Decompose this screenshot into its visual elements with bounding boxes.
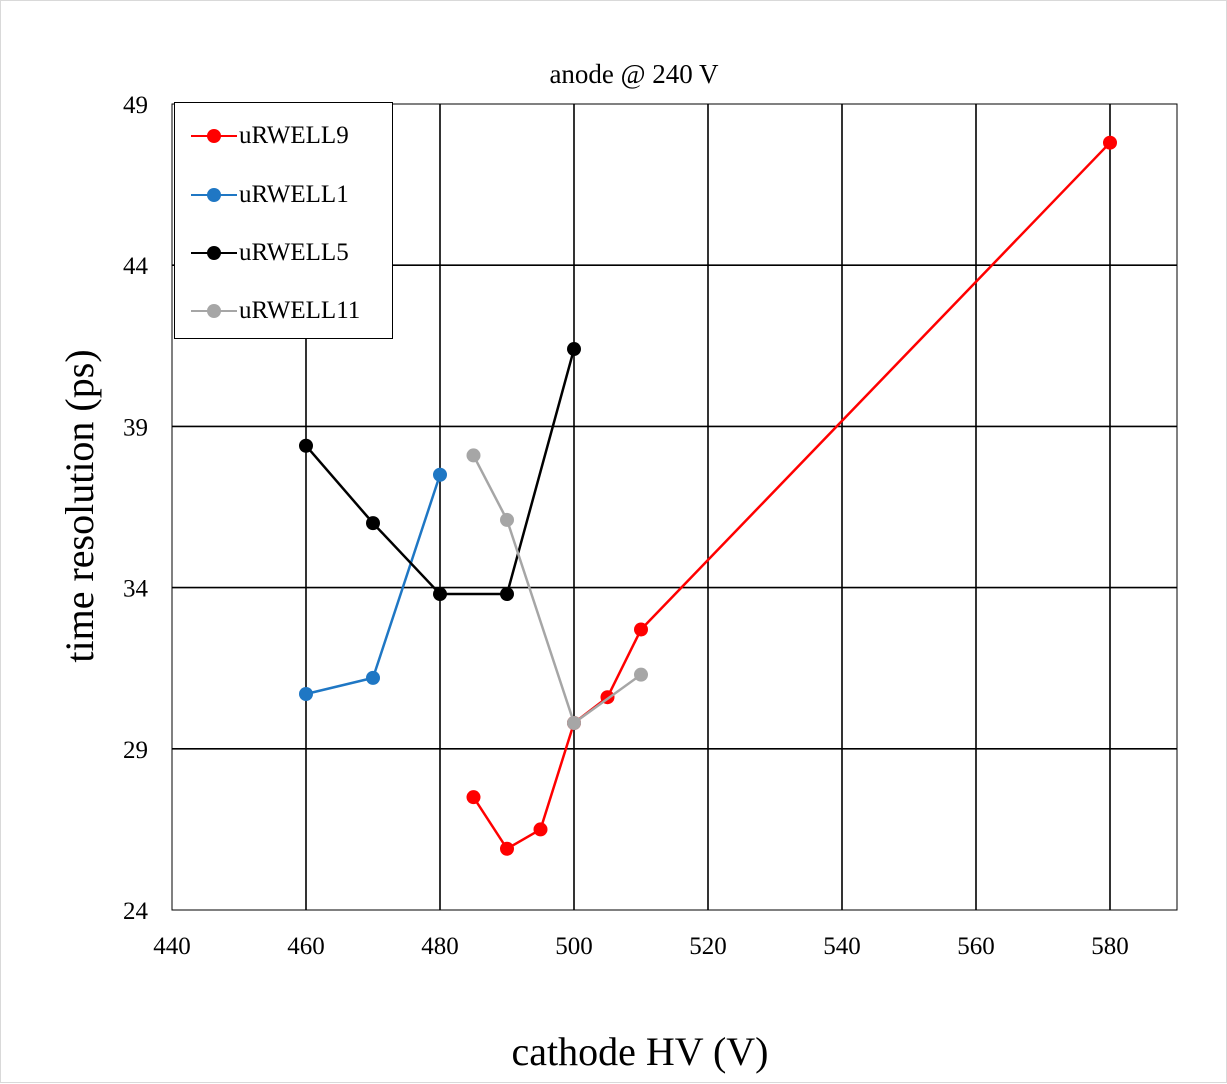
data-point-urwell5 — [500, 587, 514, 602]
series-line-urwell11 — [472, 454, 642, 725]
data-point-urwell5 — [433, 587, 447, 602]
data-point-urwell5 — [299, 438, 313, 453]
y-tick-label: 24 — [123, 898, 149, 925]
legend-swatch-uRWELL11 — [191, 296, 237, 326]
y-tick-label: 29 — [123, 737, 148, 764]
legend-item-uRWELL1: uRWELL1 — [191, 180, 349, 210]
data-point-urwell5 — [567, 342, 581, 357]
data-point-urwell11 — [634, 667, 648, 682]
legend-item-uRWELL11: uRWELL11 — [191, 296, 360, 326]
tick-labels: 440 460 480 500 520 540 560 580 24 29 34 39 44 49 — [123, 92, 1129, 960]
data-point-urwell1 — [433, 467, 447, 482]
legend-swatch-uRWELL9 — [191, 121, 237, 151]
x-tick-label: 540 — [823, 933, 861, 960]
data-point-urwell9 — [533, 822, 548, 837]
y-tick-label: 34 — [123, 576, 149, 603]
x-tick-label: 500 — [555, 933, 593, 960]
legend-item-uRWELL5: uRWELL5 — [191, 238, 349, 268]
x-tick-label: 520 — [689, 933, 727, 960]
series-urwell1 — [299, 467, 447, 701]
data-point-urwell1 — [299, 686, 313, 701]
data-point-urwell9 — [500, 841, 514, 856]
legend-swatch-uRWELL1 — [191, 180, 237, 210]
series-layer — [299, 135, 1117, 856]
y-axis-label: time resolution (ps) — [57, 349, 102, 662]
legend-swatch-uRWELL5 — [191, 238, 237, 268]
data-point-urwell11 — [466, 448, 481, 463]
legend: uRWELL9 uRWELL1 uRWELL5 uRWELL11 — [174, 102, 393, 339]
x-tick-label: 440 — [153, 933, 191, 960]
legend-label-uRWELL1: uRWELL1 — [239, 181, 349, 208]
y-tick-label: 49 — [123, 92, 148, 119]
data-point-urwell5 — [366, 516, 380, 531]
data-point-urwell11 — [567, 716, 581, 731]
data-point-urwell9 — [1103, 135, 1117, 150]
chart-title: anode @ 240 V — [549, 59, 719, 89]
x-tick-label: 580 — [1091, 933, 1129, 960]
y-tick-label: 39 — [123, 414, 148, 441]
data-point-urwell11 — [500, 512, 514, 527]
series-urwell11 — [466, 448, 648, 731]
x-axis-label: cathode HV (V) — [512, 1029, 769, 1074]
data-point-urwell9 — [466, 790, 481, 805]
x-tick-label: 480 — [421, 933, 459, 960]
x-tick-label: 460 — [287, 933, 325, 960]
series-urwell5 — [299, 342, 581, 602]
data-point-urwell1 — [366, 670, 380, 685]
y-tick-label: 44 — [123, 253, 149, 280]
legend-label-uRWELL11: uRWELL11 — [239, 297, 361, 324]
x-tick-label: 560 — [957, 933, 995, 960]
legend-label-uRWELL5: uRWELL5 — [239, 239, 349, 266]
legend-item-uRWELL9: uRWELL9 — [191, 121, 349, 151]
data-point-urwell9 — [634, 622, 648, 637]
legend-label-uRWELL9: uRWELL9 — [239, 122, 349, 149]
